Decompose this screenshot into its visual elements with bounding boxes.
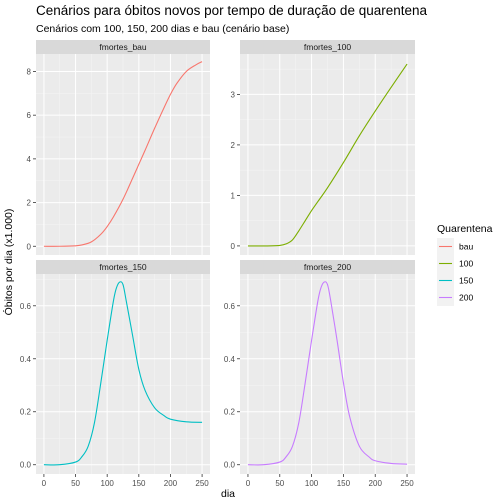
x-axis-label: dia: [221, 488, 235, 500]
y-tick-label: 0.6: [20, 302, 32, 311]
y-tick-label: 3: [231, 90, 236, 99]
y-tick-label: 4: [27, 155, 32, 164]
x-tick-label: 200: [164, 479, 178, 488]
series-line-fmortes_200: [247, 281, 408, 466]
y-tick-label: 6: [27, 111, 32, 120]
y-tick-label: 0.2: [224, 408, 236, 417]
panel-fmortes_200: fmortes_200 0.0 0.2 0.4 0.6 0 50 100 150 200 250: [224, 260, 415, 488]
x-tick-label: 100: [305, 479, 319, 488]
x-tick-label: 250: [400, 479, 414, 488]
y-tick-label: 0.2: [20, 408, 32, 417]
strip-label: fmortes_100: [304, 42, 352, 52]
legend: Quarentena bau 100 150 200: [437, 223, 493, 306]
panel-fmortes_150: fmortes_150 0.0 0.2 0.4 0.6 0 50 100 150 200 250: [20, 260, 210, 488]
strip-background: [240, 260, 415, 274]
y-tick-label: 0.4: [224, 355, 236, 364]
y-tick-label: 2: [27, 199, 32, 208]
strip-background: [36, 260, 210, 274]
strip-label: fmortes_200: [304, 262, 352, 272]
series-line-fmortes_bau: [43, 61, 203, 247]
y-tick-label: 0: [231, 242, 236, 251]
panel-fmortes_100: fmortes_100 0 1 2 3: [231, 40, 415, 255]
x-tick-label: 150: [337, 479, 351, 488]
y-tick-label: 0.4: [20, 355, 32, 364]
x-tick-label: 0: [246, 479, 251, 488]
x-tick-label: 50: [71, 479, 80, 488]
panel-fmortes_bau: fmortes_bau 0 2 4 6 8: [27, 40, 210, 255]
legend-item-100: 100: [437, 255, 473, 272]
y-tick-label: 0: [27, 242, 32, 251]
legend-label: 200: [459, 293, 473, 303]
legend-label: bau: [459, 242, 473, 252]
strip-background: [36, 40, 210, 54]
legend-label: 100: [459, 259, 473, 269]
x-tick-label: 150: [132, 479, 146, 488]
y-tick-label: 8: [27, 67, 32, 76]
x-tick-label: 50: [275, 479, 284, 488]
series-line-fmortes_100: [247, 63, 408, 247]
chart-subtitle: Cenários com 100, 150, 200 dias e bau (c…: [36, 23, 289, 35]
strip-label: fmortes_150: [99, 262, 147, 272]
x-tick-label: 100: [101, 479, 115, 488]
x-tick-label: 0: [42, 479, 47, 488]
y-tick-label: 0.0: [224, 461, 236, 470]
x-tick-label: 250: [195, 479, 209, 488]
strip-label: fmortes_bau: [99, 42, 147, 52]
legend-item-200: 200: [437, 289, 473, 306]
series-line-fmortes_150: [43, 281, 203, 466]
y-tick-label: 2: [231, 141, 236, 150]
y-tick-label: 1: [231, 191, 236, 200]
strip-background: [240, 40, 415, 54]
y-tick-label: 0.0: [20, 461, 32, 470]
chart-title: Cenários para óbitos novos por tempo de …: [36, 3, 428, 18]
x-tick-label: 200: [369, 479, 383, 488]
panels-layer: fmortes_bau02468fmortes_1000123fmortes_1…: [20, 40, 415, 488]
y-tick-label: 0.6: [224, 302, 236, 311]
legend-item-bau: bau: [437, 238, 473, 255]
legend-item-150: 150: [437, 272, 473, 289]
legend-label: 150: [459, 276, 473, 286]
y-axis-label: Óbitos por dia (x1.000): [2, 209, 15, 316]
legend-title: Quarentena: [437, 223, 493, 235]
